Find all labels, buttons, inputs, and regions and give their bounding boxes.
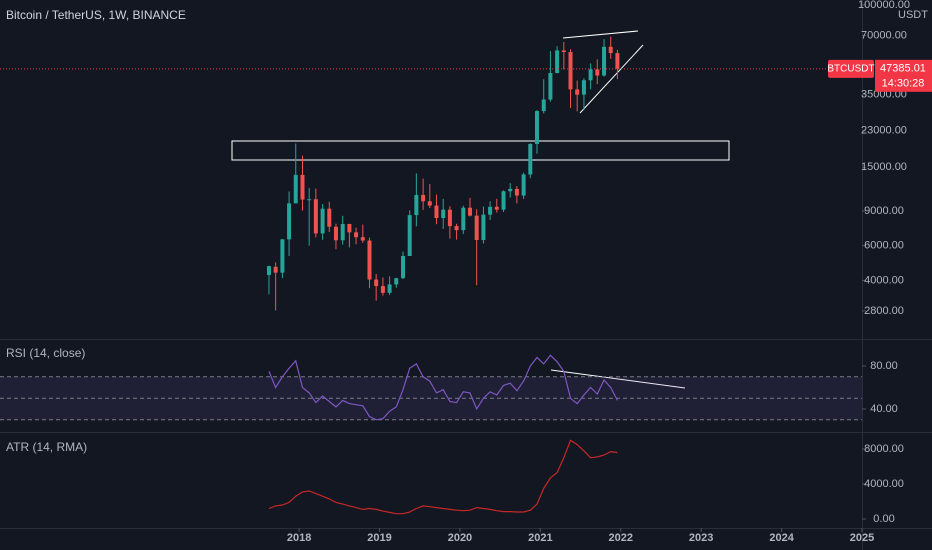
candle-body (293, 174, 298, 204)
candle-body (394, 278, 399, 285)
candle-body (508, 188, 513, 192)
candle-body (461, 207, 466, 231)
candle-body (441, 209, 446, 219)
candle-body (434, 205, 439, 219)
candle-body (548, 72, 553, 100)
candle-body (521, 174, 526, 196)
candle-body (300, 174, 305, 200)
candle-body (354, 232, 359, 238)
candle-body (360, 237, 365, 241)
candle-body (568, 51, 573, 90)
candle-body (407, 215, 412, 256)
candle-body (575, 89, 580, 95)
y-tick-label: 4000.00 (864, 274, 904, 286)
candle-body (581, 80, 586, 95)
candle-body (374, 279, 379, 287)
candle-body (347, 223, 352, 233)
candle-body (333, 226, 338, 241)
trend-line (550, 369, 686, 389)
y-tick-label: 70000.00 (861, 29, 907, 41)
y-tick-label: 23000.00 (861, 125, 907, 137)
candle-body (494, 206, 499, 210)
y-tick-label: 4000.00 (864, 478, 904, 490)
indicator-title: RSI (14, close) (6, 346, 85, 360)
price-label: 47385.01 (880, 63, 926, 75)
symbol-tag (828, 59, 874, 78)
candle-body (454, 226, 459, 231)
y-tick-label: 6000.00 (864, 240, 904, 252)
candle-body (447, 209, 452, 227)
candle-body (427, 201, 432, 206)
candle-body (387, 284, 392, 293)
y-tick-label: 9000.00 (864, 205, 904, 217)
candle-body (602, 46, 607, 76)
countdown-label: 14:30:28 (882, 78, 925, 90)
candle-body (401, 255, 406, 279)
x-tick-label: 2021 (528, 532, 552, 544)
candle-body (514, 188, 519, 196)
candle-body (467, 207, 472, 216)
x-tick-label: 2022 (609, 532, 633, 544)
x-tick-label: 2019 (367, 532, 391, 544)
candle-body (541, 99, 546, 112)
y-tick-label: 40.00 (870, 403, 898, 415)
candle-body (380, 286, 385, 293)
candle-body (266, 266, 271, 275)
y-tick-label: 8000.00 (864, 443, 904, 455)
currency-label: USDT (898, 9, 928, 21)
candle-body (313, 199, 318, 234)
candle-body (421, 194, 426, 202)
zone-rectangle (231, 140, 730, 161)
x-tick-label: 2020 (448, 532, 472, 544)
price-tag (875, 59, 932, 92)
candle-body (367, 240, 372, 280)
y-tick-label: 100000.00 (858, 0, 910, 11)
candle-body (320, 208, 325, 234)
chart-title: Bitcoin / TetherUS, 1W, BINANCE (6, 8, 186, 22)
y-tick-label: 2800.00 (864, 305, 904, 317)
x-tick-label: 2023 (689, 532, 713, 544)
y-tick-label: 0.00 (873, 513, 894, 525)
indicator-title: ATR (14, RMA) (6, 440, 87, 454)
indicator-line (268, 439, 618, 515)
candle-body (474, 215, 479, 241)
candle-body (273, 266, 278, 273)
candle-body (615, 53, 620, 69)
trend-line (562, 30, 639, 39)
candle-body (280, 239, 285, 273)
candle-body (501, 191, 506, 210)
candle-body (414, 194, 419, 216)
candle-body (608, 46, 613, 54)
x-tick-label: 2024 (769, 532, 794, 544)
candle-body (327, 208, 332, 227)
y-tick-label: 15000.00 (861, 161, 907, 173)
symbol-label: BTCUSDT (827, 63, 874, 74)
candle-body (481, 214, 486, 241)
trend-line (579, 44, 644, 114)
candle-body (561, 50, 566, 52)
x-tick-label: 2025 (850, 532, 874, 544)
candle-body (555, 50, 560, 73)
candle-body (340, 223, 345, 241)
indicator-line (268, 354, 618, 421)
candle-body (534, 111, 539, 144)
candle-body (588, 69, 593, 81)
x-tick-label: 2018 (287, 532, 311, 544)
candle-body (595, 69, 600, 76)
candle-body (287, 203, 292, 240)
candle-body (488, 206, 493, 215)
y-tick-label: 80.00 (870, 360, 898, 372)
candle-body (528, 143, 533, 175)
candle-body (307, 199, 312, 201)
